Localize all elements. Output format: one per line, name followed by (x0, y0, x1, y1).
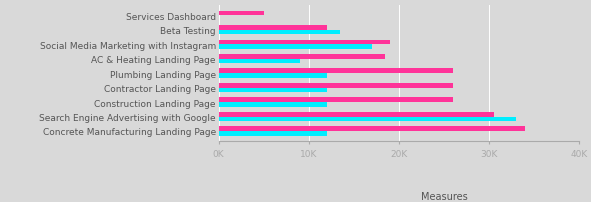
Bar (219, 117, 516, 122)
Bar (219, 45, 372, 49)
Bar (219, 69, 453, 74)
Bar (219, 83, 453, 88)
Bar (219, 127, 525, 131)
Bar (219, 59, 300, 64)
Bar (219, 98, 453, 103)
Bar (219, 26, 327, 31)
Bar (219, 31, 340, 35)
Bar (219, 55, 385, 59)
Legend: Sum(Project total  Cost), Sum(Planned Cost): Sum(Project total Cost), Sum(Planned Cos… (314, 187, 574, 202)
Bar (219, 88, 327, 93)
Bar (219, 40, 390, 45)
Bar (219, 12, 264, 16)
Bar (219, 112, 493, 117)
Bar (219, 103, 327, 107)
Bar (219, 74, 327, 78)
Bar (219, 131, 327, 136)
